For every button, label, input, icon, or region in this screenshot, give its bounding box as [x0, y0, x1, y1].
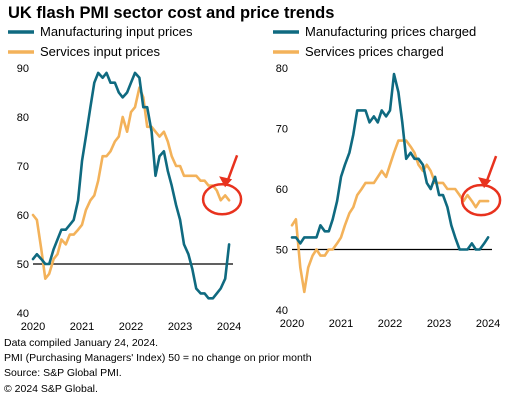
chart-panel-2: Manufacturing prices charged Services pri… — [273, 24, 502, 330]
highlight-circle — [201, 183, 243, 216]
x-tick-2024: 2024 — [217, 321, 241, 333]
legend-label-2: Services prices charged — [305, 44, 444, 59]
x-tick-2022: 2022 — [378, 318, 402, 330]
note-source: Source: S&P Global PMI. — [4, 367, 122, 380]
note-data-compiled: Data compiled January 24, 2024. — [4, 337, 159, 349]
x-tick-2021: 2021 — [70, 321, 94, 333]
y-tick-60: 60 — [17, 210, 29, 222]
y-tick-80: 80 — [17, 112, 29, 124]
legend-label-1: Manufacturing prices charged — [305, 24, 476, 39]
x-tick-2020: 2020 — [21, 321, 45, 333]
y-tick-40: 40 — [276, 305, 288, 317]
y-tick-40: 40 — [17, 308, 29, 320]
series-line-2 — [290, 139, 490, 294]
highlight-arrow-shaft — [225, 154, 239, 183]
y-tick-70: 70 — [276, 124, 288, 136]
highlight-arrow-head — [478, 177, 492, 189]
page-title: UK flash PMI sector cost and price trend… — [8, 4, 335, 22]
y-tick-70: 70 — [17, 161, 29, 173]
series-line-1 — [31, 71, 231, 300]
y-tick-50: 50 — [276, 245, 288, 257]
y-tick-60: 60 — [276, 184, 288, 196]
legend-label-1: Manufacturing input prices — [40, 24, 193, 39]
x-tick-2023: 2023 — [168, 321, 192, 333]
y-tick-50: 50 — [17, 259, 29, 271]
x-tick-2021: 2021 — [329, 318, 353, 330]
y-tick-80: 80 — [276, 63, 288, 75]
notes: Data compiled January 24, 2024. PMI (Pur… — [4, 336, 312, 397]
highlight-arrow-head — [219, 176, 233, 188]
highlight-arrow-shaft — [484, 155, 498, 184]
series-line-2 — [31, 86, 231, 280]
x-tick-2024: 2024 — [476, 318, 500, 330]
series-line-1 — [290, 72, 490, 251]
highlight-circle — [460, 183, 502, 217]
x-tick-2023: 2023 — [427, 318, 451, 330]
legend-label-2: Services input prices — [40, 44, 160, 59]
x-tick-2022: 2022 — [119, 321, 143, 333]
x-tick-2020: 2020 — [280, 318, 304, 330]
y-tick-90: 90 — [17, 63, 29, 75]
note-pmi-definition: PMI (Purchasing Managers' Index) 50 = no… — [4, 352, 312, 365]
note-copyright: © 2024 S&P Global. — [4, 382, 98, 395]
chart-panel-1: Manufacturing input prices Services input… — [8, 24, 243, 333]
